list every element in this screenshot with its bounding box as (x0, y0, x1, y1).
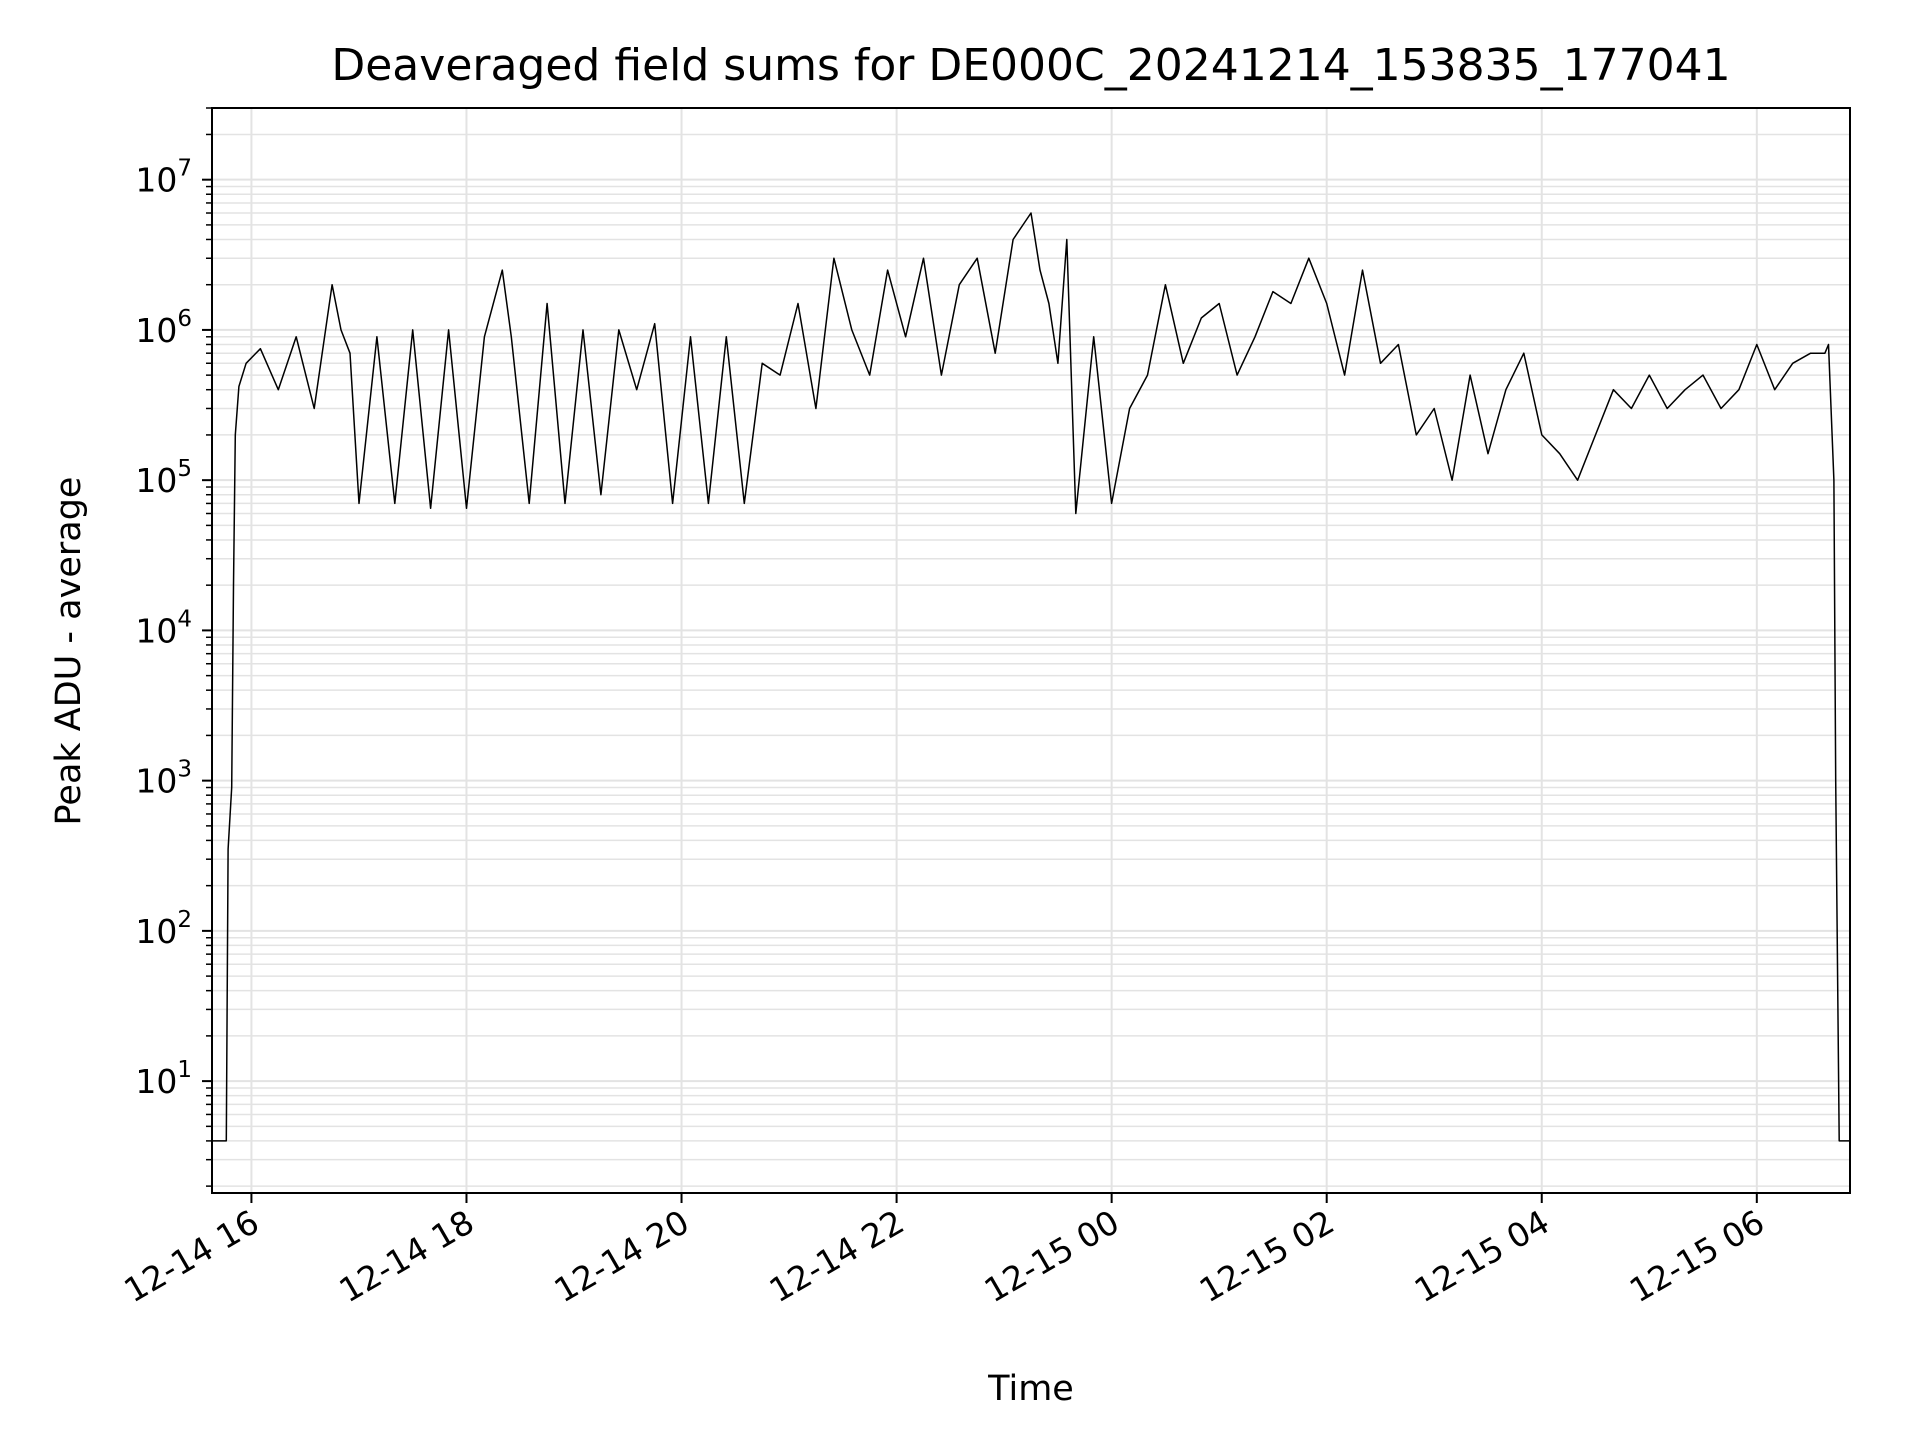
chart-title: Deaveraged field sums for DE000C_2024121… (331, 40, 1730, 91)
y-axis-label: Peak ADU - average (49, 477, 89, 826)
axis-ticks (202, 107, 1758, 1203)
plot-lines (212, 212, 1850, 1142)
y-tick-label: 107 (135, 156, 192, 200)
grid (212, 107, 1850, 1193)
x-axis-label: Time (987, 1369, 1074, 1409)
y-tick-label: 102 (135, 907, 192, 951)
y-tick-label: 104 (135, 606, 192, 650)
y-tick-label: 101 (135, 1057, 192, 1101)
series-line (212, 212, 1850, 1142)
y-tick-label: 106 (135, 306, 192, 350)
y-tick-label: 105 (135, 456, 192, 500)
y-tick-label: 103 (135, 757, 192, 801)
plot-frame (211, 107, 1851, 1194)
